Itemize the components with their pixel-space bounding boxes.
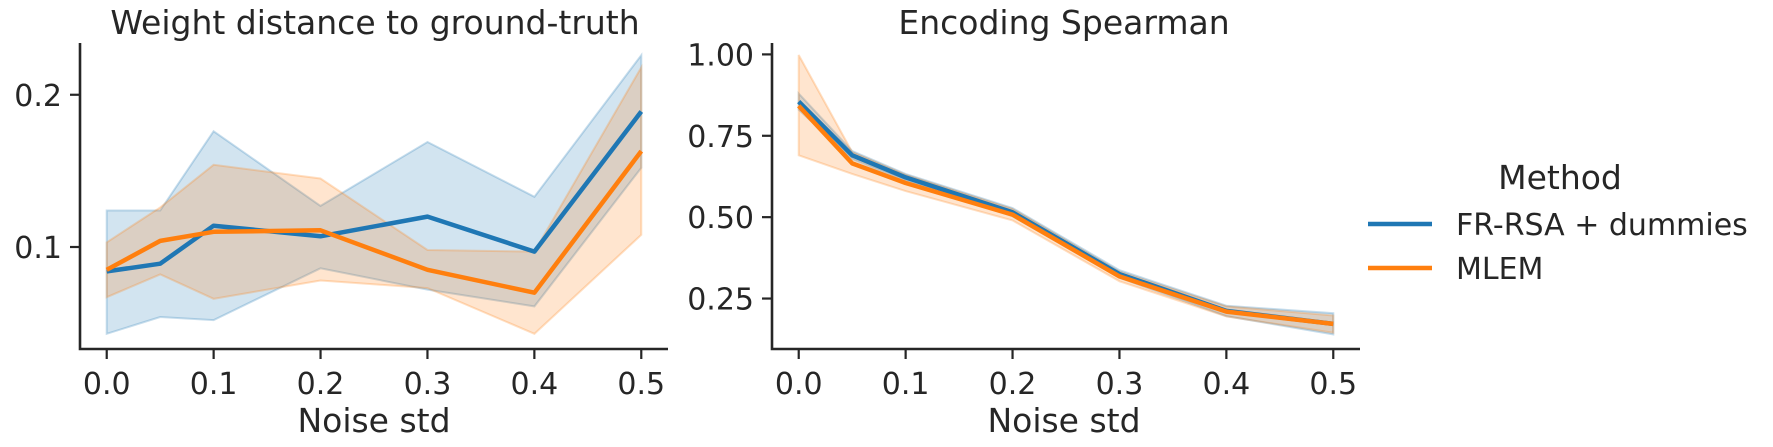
x-axis-ticks: 0.0 0.1 0.2 0.3 0.4 0.5 [775,349,1357,402]
legend: Method FR-RSA + dummies MLEM [1368,158,1748,287]
x-tick-label: 0.1 [190,367,238,402]
x-tick-label: 0.2 [989,367,1037,402]
ci-band-mlem [797,54,1335,334]
x-tick-label: 0.0 [775,367,823,402]
y-tick-label: 0.50 [687,201,754,236]
ci-band-fr-rsa-dummies [797,90,1335,336]
axis-spine [770,43,1360,351]
y-tick-label: 0.25 [687,283,754,318]
x-tick-label: 0.3 [404,367,452,402]
ci-bands [797,54,1335,336]
x-tick-label: 0.2 [297,367,345,402]
series-line-fr-rsa-dummies [106,110,644,274]
y-tick-label: 0.1 [14,231,62,266]
y-tick-label: 0.2 [14,79,62,114]
x-tick-label: 0.4 [1203,367,1251,402]
x-tick-label: 0.4 [511,367,559,402]
axis-spine [78,43,668,351]
ci-band-mlem [105,63,643,335]
legend-item-fr-rsa: FR-RSA + dummies [1368,208,1748,243]
series-lines [105,110,644,295]
x-axis-ticks: 0.0 0.1 0.2 0.3 0.4 0.5 [83,349,665,402]
series-line-fr-rsa-dummies [797,100,1334,327]
ci-bands [105,52,643,336]
encoding-spearman-panel: Encoding Spearman 0.0 0.1 0.2 0.3 0.4 0.5 0.2… [687,3,1360,440]
series-line-mlem [105,149,644,295]
weight-distance-panel: Weight distance to ground-truth 0.0 0.1 0.… [14,3,668,440]
x-tick-label: 0.5 [1309,367,1357,402]
x-tick-label: 0.0 [83,367,131,402]
legend-label-fr-rsa: FR-RSA + dummies [1456,208,1748,243]
series-line-mlem [797,104,1334,327]
panel-title: Weight distance to ground-truth [110,3,639,42]
y-axis-ticks: 0.1 0.2 [14,79,80,266]
y-tick-label: 0.75 [687,120,754,155]
legend-title: Method [1498,158,1622,197]
x-axis-label: Noise std [987,401,1140,440]
legend-label-mlem: MLEM [1456,252,1543,287]
x-tick-label: 0.5 [617,367,665,402]
x-tick-label: 0.1 [882,367,930,402]
x-tick-label: 0.3 [1096,367,1144,402]
series-lines [797,100,1334,327]
y-axis-ticks: 0.25 0.50 0.75 1.00 [687,38,772,318]
y-tick-label: 1.00 [687,38,754,73]
panel-title: Encoding Spearman [898,3,1229,42]
x-axis-label: Noise std [297,401,450,440]
ci-band-fr-rsa-dummies [105,52,643,336]
legend-item-mlem: MLEM [1368,252,1543,287]
